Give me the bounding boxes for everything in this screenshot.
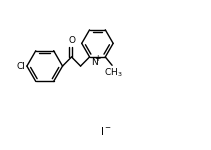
Text: +: + — [94, 54, 101, 63]
Text: Cl: Cl — [17, 62, 26, 71]
Text: O: O — [68, 36, 75, 45]
Text: CH$_3$: CH$_3$ — [104, 67, 122, 79]
Text: N: N — [91, 58, 97, 67]
Text: I$^-$: I$^-$ — [100, 125, 111, 137]
